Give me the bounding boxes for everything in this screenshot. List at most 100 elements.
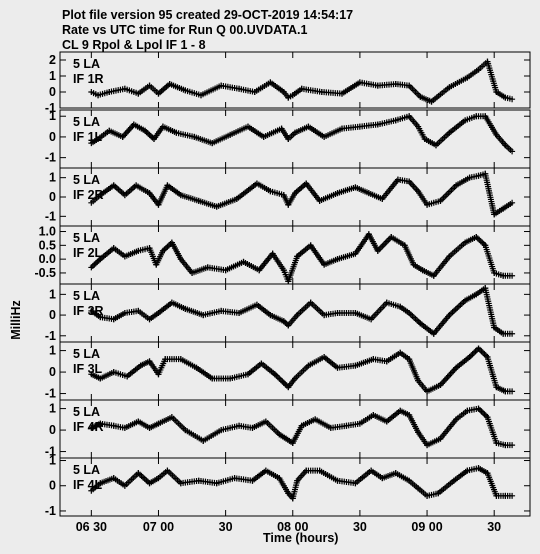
- data-point: [477, 238, 484, 245]
- data-point: [282, 381, 289, 388]
- data-point: [469, 351, 476, 358]
- x-tick-label: 30: [353, 520, 367, 534]
- data-point: [277, 376, 284, 383]
- panel-station-label: 5 LA: [73, 231, 100, 245]
- x-tick-label: 06 30: [76, 520, 107, 534]
- data-point: [474, 235, 481, 242]
- panel-frame: [59, 51, 531, 109]
- y-tick-label: 0: [49, 308, 56, 322]
- data-point: [480, 349, 486, 356]
- y-tick-label: -0.5: [34, 266, 56, 280]
- panel-if-label: IF 1R: [73, 72, 104, 86]
- data-point: [509, 199, 516, 206]
- y-tick-label: 0: [49, 190, 56, 204]
- y-tick-label: 0.5: [39, 238, 56, 252]
- data-point: [475, 345, 482, 352]
- x-tick-label: 09 00: [411, 520, 442, 534]
- data-point: [92, 260, 99, 267]
- data-point: [509, 148, 516, 155]
- y-tick-label: -1: [45, 504, 56, 518]
- panel-frame: [59, 109, 531, 169]
- panel-frame: [59, 283, 531, 343]
- y-tick-label: 1: [49, 454, 56, 468]
- y-tick-label: -1: [45, 101, 56, 115]
- y-tick-label: -1: [45, 151, 56, 165]
- y-tick-label: 0: [49, 85, 56, 99]
- y-tick-label: 0.0: [39, 252, 56, 266]
- x-tick-label: 08 00: [277, 520, 308, 534]
- y-tick-label: 1: [49, 287, 56, 301]
- data-point: [165, 242, 172, 249]
- panel-station-label: 5 LA: [73, 405, 100, 419]
- data-point: [478, 408, 485, 415]
- y-tick-label: 1: [49, 344, 56, 358]
- x-tick-label: 07 00: [143, 520, 174, 534]
- panel-frame: [59, 457, 531, 517]
- header-line-1: Plot file version 95 created 29-OCT-2019…: [62, 8, 354, 22]
- data-point: [509, 330, 516, 337]
- x-tick-label: 30: [487, 520, 501, 534]
- x-tick-label: 30: [219, 520, 233, 534]
- data-point: [478, 348, 485, 355]
- panel-frame: [59, 399, 531, 459]
- panel-station-label: 5 LA: [73, 463, 100, 477]
- data-point: [509, 272, 516, 279]
- data-point: [88, 264, 95, 271]
- y-tick-label: -1: [45, 329, 56, 343]
- x-axis-label: Time (hours): [263, 531, 339, 545]
- data-point: [162, 245, 169, 252]
- data-point: [471, 349, 478, 356]
- data-point: [91, 261, 98, 268]
- y-tick-label: 0: [49, 365, 56, 379]
- header-line-3: CL 9 Rpol & Lpol IF 1 - 8: [62, 38, 206, 52]
- data-point: [509, 492, 516, 499]
- y-tick-label: 1: [49, 402, 56, 416]
- y-tick-label: -1: [45, 445, 56, 459]
- data-point: [145, 130, 152, 137]
- y-tick-label: 0: [49, 130, 56, 144]
- y-tick-label: 2: [49, 53, 56, 67]
- y-tick-label: 0: [49, 423, 56, 437]
- data-point: [480, 409, 486, 416]
- y-tick-label: 1.0: [39, 225, 56, 239]
- y-tick-label: 1: [49, 171, 56, 185]
- data-point: [472, 348, 479, 355]
- panel-station-label: 5 LA: [73, 115, 100, 129]
- data-point: [146, 131, 153, 138]
- data-point: [273, 372, 280, 379]
- header-line-2: Rate vs UTC time for Run Q 00.UVDATA.1: [62, 23, 308, 37]
- panel-if-label: IF 4R: [73, 420, 104, 434]
- data-point: [481, 411, 488, 418]
- data-point: [509, 96, 516, 103]
- data-point: [468, 352, 475, 359]
- data-point: [509, 442, 516, 449]
- data-point: [276, 375, 283, 382]
- data-point: [479, 239, 486, 246]
- y-tick-label: 1: [49, 69, 56, 83]
- panel-station-label: 5 LA: [73, 289, 100, 303]
- data-point: [89, 263, 96, 270]
- y-tick-label: 0: [49, 479, 56, 493]
- y-tick-label: 1: [49, 109, 56, 123]
- data-point: [274, 374, 281, 381]
- data-point: [148, 133, 155, 140]
- y-tick-label: -1: [45, 209, 56, 223]
- panel-station-label: 5 LA: [73, 173, 100, 187]
- panel-if-label: IF 3L: [73, 362, 103, 376]
- panel-if-label: IF 2L: [73, 246, 103, 260]
- data-point: [280, 379, 287, 386]
- data-point: [279, 378, 286, 385]
- data-point: [477, 346, 484, 353]
- data-point: [477, 407, 484, 414]
- data-point: [509, 388, 516, 395]
- panel-station-label: 5 LA: [73, 57, 100, 71]
- data-point: [481, 351, 488, 358]
